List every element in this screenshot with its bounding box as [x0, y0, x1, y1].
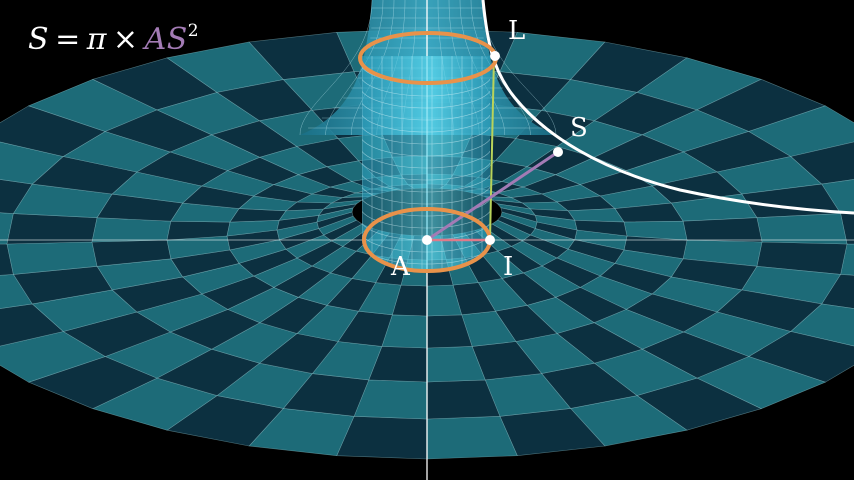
- surface-cell: [91, 217, 172, 243]
- point-I: [485, 235, 495, 245]
- label-S: S: [570, 113, 588, 143]
- segment-I-L: [489, 55, 495, 241]
- formula-rhs-term: AS: [144, 22, 188, 57]
- point-A: [422, 235, 432, 245]
- area-formula: S = π × AS2: [28, 21, 200, 57]
- surface-cell: [500, 207, 538, 223]
- formula-exponent: 2: [187, 21, 200, 41]
- formula-pi: π: [86, 22, 107, 57]
- formula-times: ×: [112, 22, 139, 57]
- point-S: [553, 147, 563, 157]
- point-L: [490, 51, 500, 61]
- formula-lhs: S: [28, 22, 50, 57]
- surface-cell: [756, 213, 848, 245]
- surface-cell: [682, 217, 763, 243]
- surface-cell: [6, 213, 98, 245]
- label-L: L: [508, 16, 526, 46]
- segment-A-S: [426, 150, 559, 242]
- label-A: A: [391, 252, 410, 282]
- label-I: I: [503, 252, 514, 282]
- formula-equals: =: [55, 22, 81, 57]
